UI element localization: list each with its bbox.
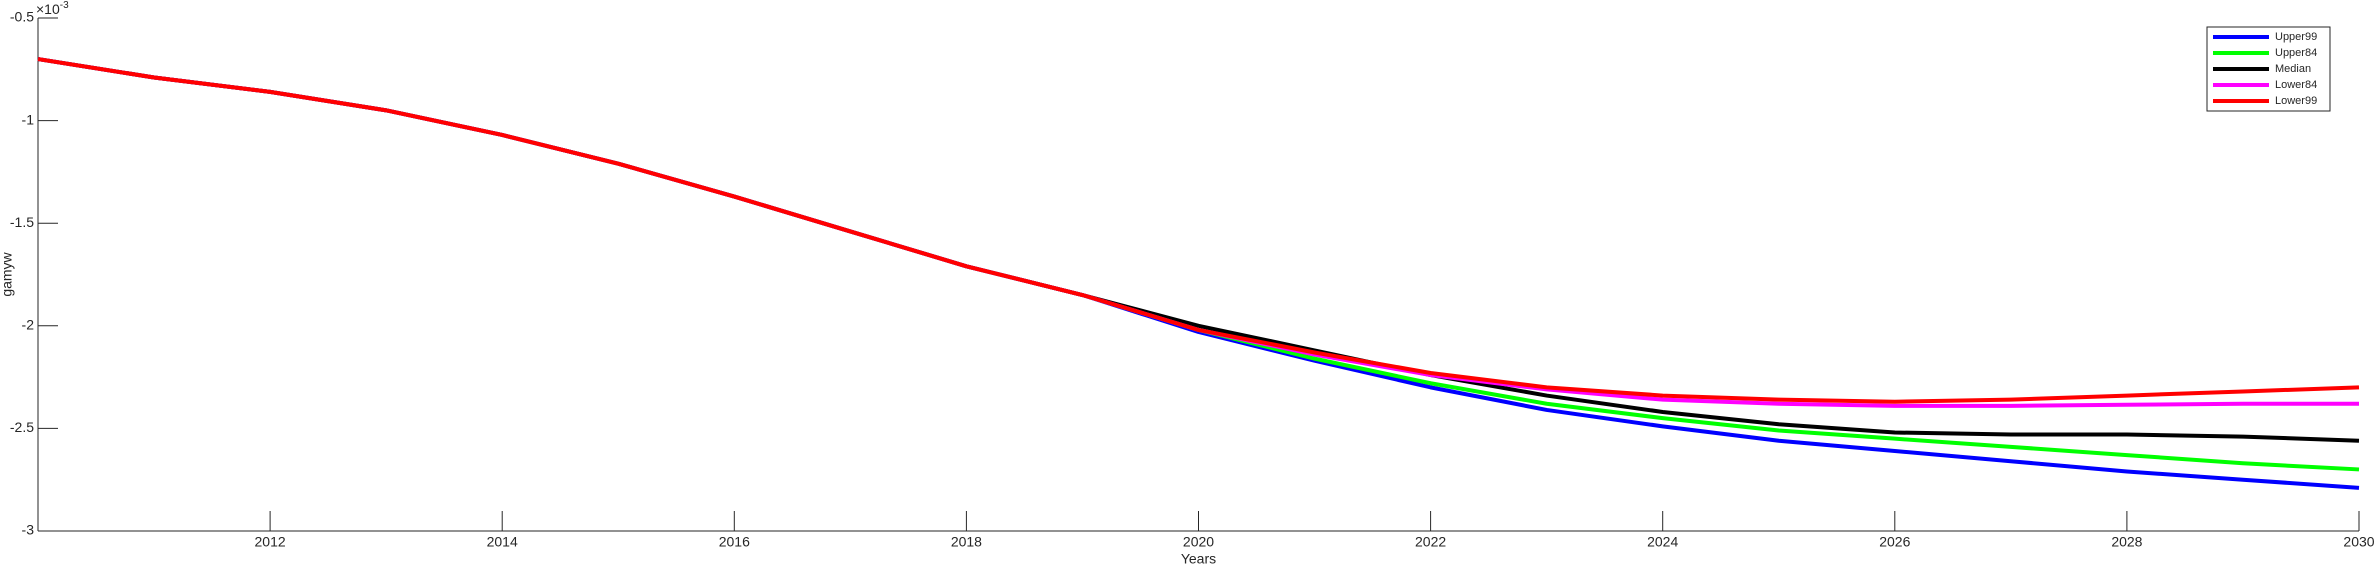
y-axis-label: gamyw	[0, 251, 15, 296]
x-tick-label: 2014	[487, 534, 518, 550]
x-tick-label: 2012	[255, 534, 286, 550]
series-line	[37, 57, 2360, 404]
x-tick-label: 2026	[1879, 534, 1910, 550]
multiplier-base: ×10	[36, 1, 60, 17]
x-tick-label: 2020	[1183, 534, 1214, 550]
legend-label: Lower84	[2275, 79, 2317, 91]
y-tick-label: -2	[22, 317, 35, 333]
y-tick-label: -1	[22, 111, 35, 127]
y-multiplier: ×10-3	[36, 0, 69, 17]
y-tick-label: -2.5	[10, 419, 34, 435]
y-tick-label: -0.5	[10, 9, 34, 25]
legend-label: Lower99	[2275, 95, 2317, 107]
y-tick-label: -1.5	[10, 214, 34, 230]
x-axis-label: Years	[1181, 551, 1216, 567]
x-tick-label: 2030	[2343, 534, 2374, 550]
y-tick-label: -3	[22, 522, 35, 538]
x-tick-label: 2028	[2111, 534, 2142, 550]
legend-label: Upper99	[2275, 31, 2317, 43]
multiplier-exponent: -3	[60, 0, 69, 11]
legend-label: Upper84	[2275, 47, 2317, 59]
legend-label: Median	[2275, 63, 2311, 75]
x-tick-label: 2022	[1415, 534, 1446, 550]
x-tick-label: 2016	[719, 534, 750, 550]
plot-area	[38, 18, 2359, 531]
x-tick-label: 2018	[951, 534, 982, 550]
x-tick-label: 2024	[1647, 534, 1678, 550]
